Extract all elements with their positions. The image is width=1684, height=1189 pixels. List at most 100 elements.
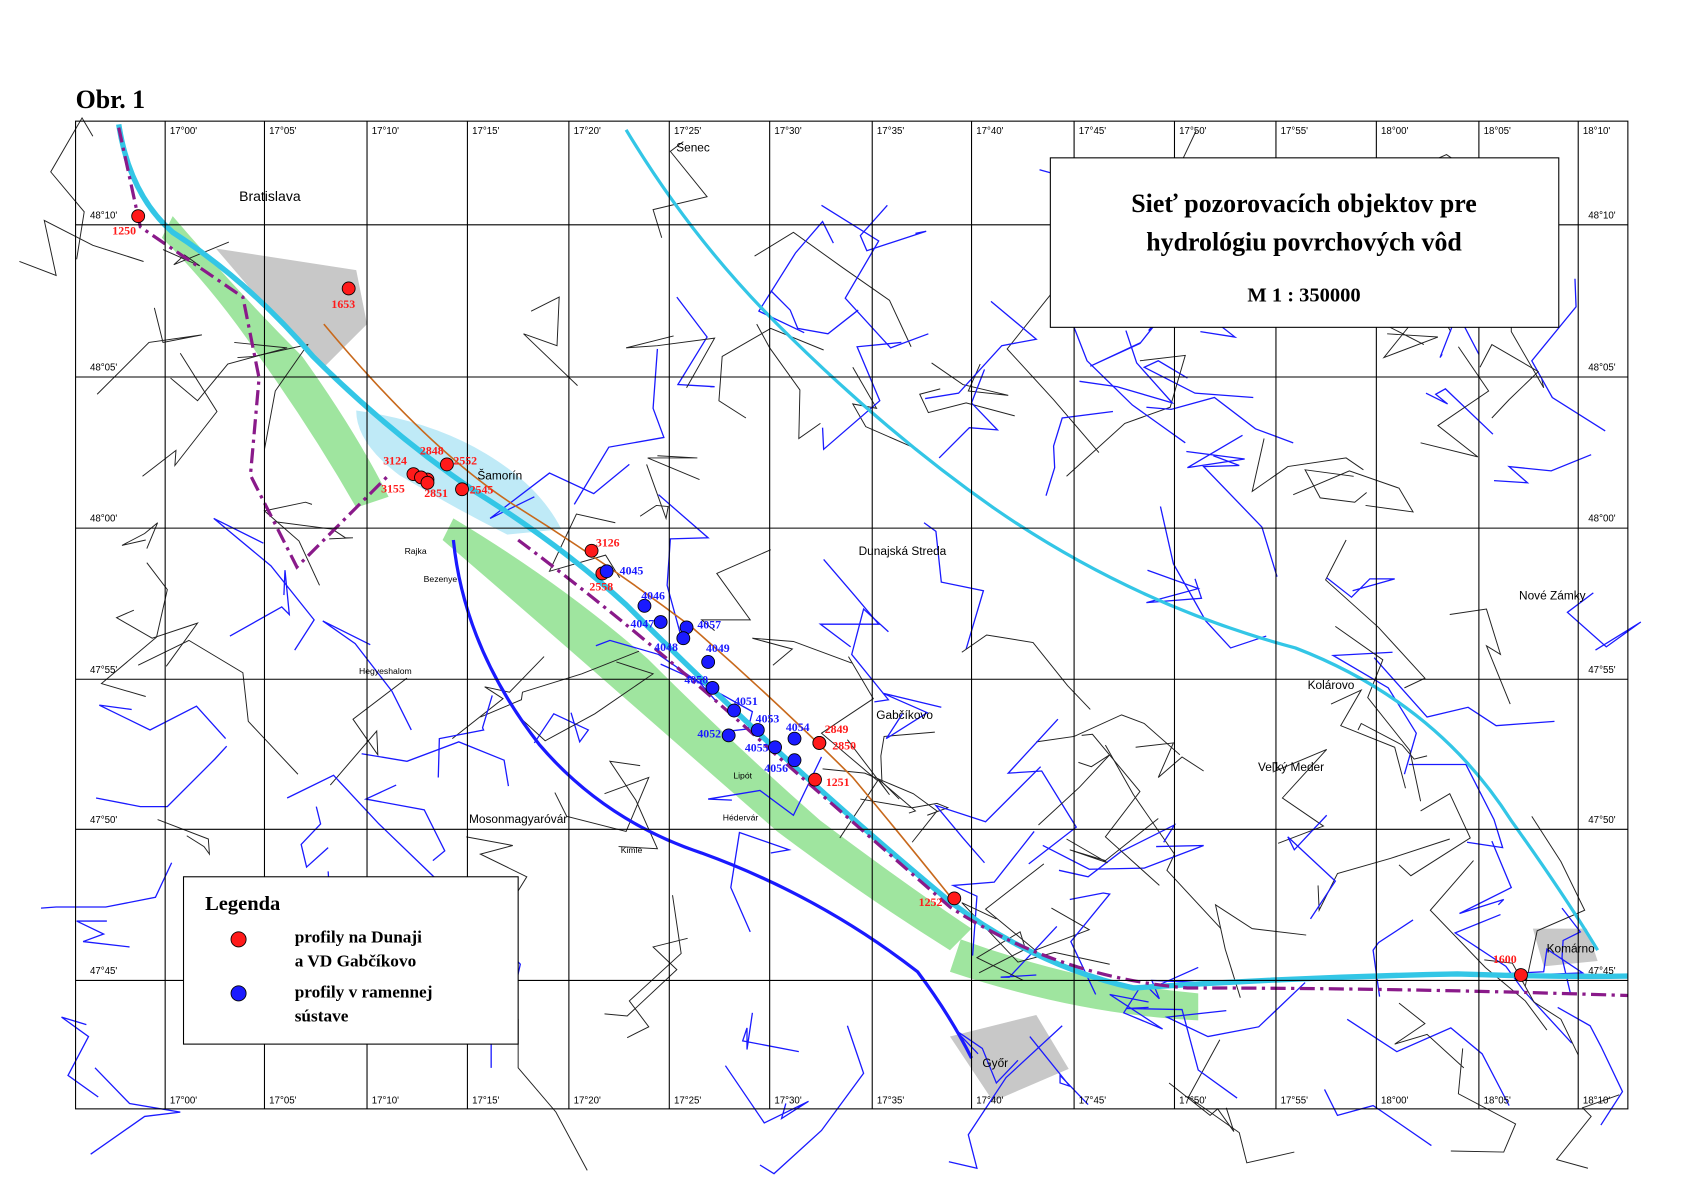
legend-text: sústave [295,1006,349,1025]
longitude-label: 17°45' [1079,126,1106,137]
place-name: Komárno [1547,941,1596,955]
longitude-label: 18°10' [1583,1095,1610,1106]
title-line: Sieť pozorovacích objektov pre [1131,189,1477,218]
road [919,388,1015,417]
stream [1164,982,1306,1038]
road [756,323,821,440]
stream [770,290,859,335]
station-label: 2849 [825,722,849,736]
legend: Legenda profily na Dunaji a VD Gabčíkovo… [182,876,519,1045]
longitude-label: 18°10' [1583,126,1610,137]
latitude-label: 47°45' [1588,966,1615,977]
place-name: Kimle [621,845,643,855]
stream [76,920,130,948]
legend-title: Legenda [205,893,280,915]
stations: 1250 1653 3124 2848 2552 3155 2851 2545 3126 2558… [112,209,1528,982]
road [1335,625,1422,802]
station-danube [341,281,356,296]
station-label: 1600 [1493,952,1517,966]
place-name: Mosonmagyaróvár [469,812,567,826]
road [157,819,211,856]
stream [1531,278,1606,432]
stream [1109,988,1163,1030]
place-name: Rajka [405,546,427,556]
road [1066,354,1186,477]
station-branch [750,723,765,737]
stream [1045,410,1114,496]
road [754,231,912,347]
road [1214,903,1307,998]
latitude-label: 47°50' [90,815,117,826]
longitude-label: 17°40' [976,1095,1003,1106]
stream [950,831,1035,956]
road [523,296,578,386]
stream [821,204,929,349]
longitude-label: 17°05' [269,126,296,137]
little-danube [624,128,1600,952]
urban-area [949,1014,1069,1102]
station-branch [637,598,652,613]
latitude-label: 47°55' [1588,665,1615,676]
latitude-label: 47°45' [90,966,117,977]
urban-area [215,248,368,368]
road [237,343,309,450]
stream [938,369,1000,459]
road [820,656,879,839]
station-label: 4056 [764,761,788,775]
road [1325,539,1426,689]
road [1135,742,1204,778]
station-label: 1251 [826,775,850,789]
legend-text: a VD Gabčíkovo [295,951,417,970]
place-name: Šamorín [477,468,522,483]
road [452,656,545,739]
place-name: Senec [676,140,710,154]
road [1187,1039,1295,1164]
stream [933,766,1042,864]
place-name: Bratislava [239,188,301,204]
station-label: 4055 [745,741,769,755]
road [1479,343,1540,419]
rivers [116,123,1628,1059]
legend-symbol [230,985,247,1002]
road [822,768,938,843]
longitude-label: 17°15' [472,1095,499,1106]
stream [954,1029,1019,1085]
longitude-label: 17°10' [372,126,399,137]
stream [741,1012,799,1053]
road [1398,792,1471,877]
title-line: hydrológiu povrchových vôd [1146,228,1462,257]
urban-area [1532,928,1598,967]
station-branch [705,680,720,695]
stream [730,831,792,933]
longitude-label: 17°00' [170,1095,197,1106]
road [752,637,852,666]
place-name: Kolárovo [1308,678,1355,692]
road [1484,959,1579,1056]
latitude-label: 47°50' [1588,815,1615,826]
stream [1202,455,1278,577]
road [1293,470,1414,513]
longitude-label: 17°20' [574,1095,601,1106]
place-name: Hegyeshalom [359,666,412,676]
stream [759,1025,865,1175]
longitude-label: 17°35' [877,126,904,137]
place-name: Nové Zámky [1519,588,1586,602]
stream [1142,360,1254,399]
stream [1186,434,1245,469]
longitude-label: 17°55' [1281,1095,1308,1106]
road [961,634,1091,710]
stream [818,558,881,648]
station-branch [768,740,782,755]
stream [213,517,315,651]
stream [1408,763,1504,849]
road [1394,1002,1465,1069]
station-label: 3126 [596,535,620,549]
longitude-label: 17°10' [372,1095,399,1106]
longitude-label: 17°50' [1179,126,1206,137]
latitude-label: 48°05' [90,363,117,374]
longitude-label: 18°00' [1381,126,1408,137]
floodplain [161,216,389,508]
station-label: 4051 [734,694,758,708]
station-danube [420,475,435,490]
